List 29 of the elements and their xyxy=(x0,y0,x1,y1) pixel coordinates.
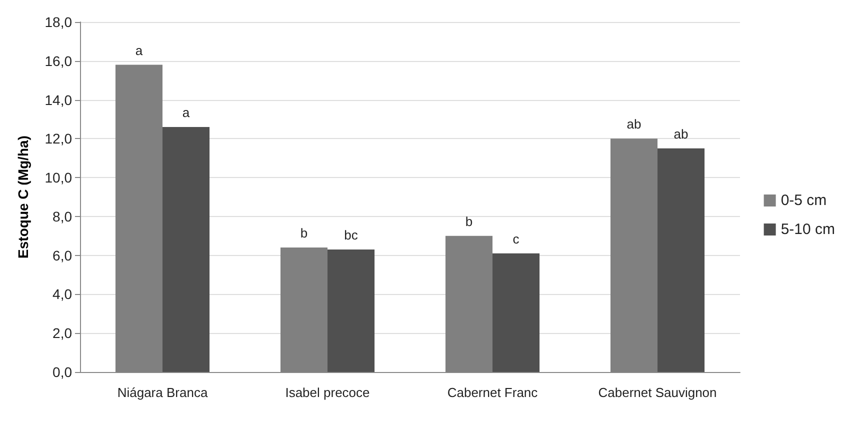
data-label: b xyxy=(465,214,473,229)
data-label: a xyxy=(135,42,144,58)
x-tick-label: Cabernet Franc xyxy=(447,385,538,400)
data-label: b xyxy=(300,226,308,241)
bar xyxy=(492,253,540,372)
bar xyxy=(162,127,210,372)
x-tick-label: Niágara Branca xyxy=(117,385,208,400)
y-tick-label: 14,0 xyxy=(44,92,72,108)
data-label: a xyxy=(182,105,190,120)
data-label: bc xyxy=(344,228,358,242)
legend-label: 5-10 cm xyxy=(780,221,836,238)
y-tick-label: 10,0 xyxy=(44,170,72,186)
y-tick-label: 2,0 xyxy=(52,325,72,342)
y-tick-label: 8,0 xyxy=(52,208,72,224)
y-tick-label: 6,0 xyxy=(52,247,72,264)
x-tick-label: Isabel precoce xyxy=(285,385,370,400)
bar xyxy=(328,250,375,372)
data-label: c xyxy=(512,231,520,246)
data-label: ab xyxy=(626,116,642,132)
y-tick-label: 18,0 xyxy=(44,14,72,30)
y-tick-label: 12,0 xyxy=(44,130,72,147)
y-axis-title: Estoque C (Mg/ha) xyxy=(15,136,31,258)
x-tick-label: Cabernet Sauvignon xyxy=(598,385,717,400)
bar xyxy=(658,148,705,372)
legend-label: 0-5 cm xyxy=(780,192,827,209)
y-tick-label: 0,0 xyxy=(52,364,72,380)
y-tick-label: 16,0 xyxy=(44,52,72,69)
y-tick-label: 4,0 xyxy=(52,286,72,302)
data-label: ab xyxy=(674,126,688,142)
